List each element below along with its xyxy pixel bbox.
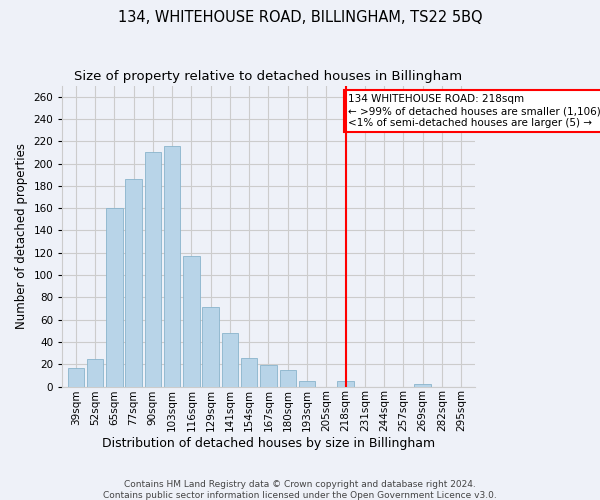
Bar [145,152,161,386]
Bar [222,333,238,386]
Bar [202,308,219,386]
Text: Contains HM Land Registry data © Crown copyright and database right 2024.
Contai: Contains HM Land Registry data © Crown c… [103,480,497,500]
Bar [183,256,200,386]
Bar [164,146,181,386]
Title: Size of property relative to detached houses in Billingham: Size of property relative to detached ho… [74,70,463,83]
Text: 134, WHITEHOUSE ROAD, BILLINGHAM, TS22 5BQ: 134, WHITEHOUSE ROAD, BILLINGHAM, TS22 5… [118,10,482,25]
Bar [299,381,315,386]
Bar [68,368,84,386]
Bar [337,381,353,386]
Bar [87,358,103,386]
X-axis label: Distribution of detached houses by size in Billingham: Distribution of detached houses by size … [102,437,435,450]
Y-axis label: Number of detached properties: Number of detached properties [15,143,28,329]
Bar [125,179,142,386]
Bar [415,384,431,386]
Bar [280,370,296,386]
Text: 134 WHITEHOUSE ROAD: 218sqm
← >99% of detached houses are smaller (1,106)
<1% of: 134 WHITEHOUSE ROAD: 218sqm ← >99% of de… [349,94,600,128]
Bar [260,366,277,386]
Bar [241,358,257,386]
Bar [106,208,122,386]
